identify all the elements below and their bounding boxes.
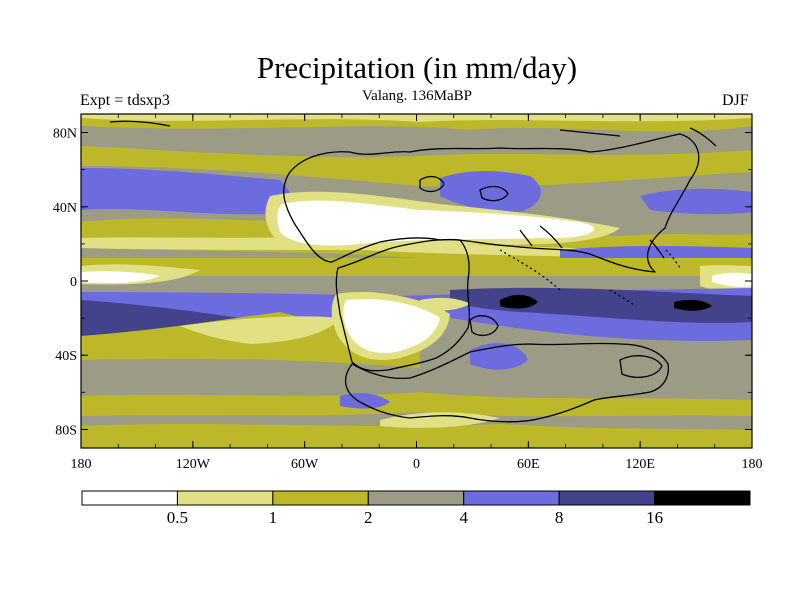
colorbar: 0.5 1 2 4 8 16	[81, 490, 751, 527]
plot-subtitle: Valang. 136MaBP	[362, 88, 472, 104]
colorbar-swatch	[272, 490, 369, 506]
x-tick-label: 0	[413, 457, 420, 472]
colorbar-label: 4	[459, 508, 468, 527]
season-label: DJF	[722, 92, 749, 109]
y-tick-label: 80N	[53, 127, 77, 142]
field-band-subtropical-south-pale	[180, 316, 340, 344]
y-axis: 80N 40N 0 40S 80S	[53, 127, 752, 438]
field-max-east	[674, 299, 712, 311]
coastline-arctic-fragment	[109, 120, 717, 147]
coastlines	[109, 120, 717, 423]
field-band-south-polar	[81, 424, 752, 448]
field-wet-north-east	[640, 188, 752, 215]
x-tick-label: 180	[742, 457, 763, 472]
field-max-central	[500, 294, 538, 309]
field-dry-south	[343, 298, 440, 354]
coastline-tethys-chain	[499, 249, 681, 307]
colorbar-label: 16	[646, 508, 663, 527]
coastline-north-islands-2	[479, 185, 509, 202]
colorbar-swatch	[176, 490, 274, 506]
x-axis: 180 120W 60W 0 60E 120E 180	[71, 114, 763, 472]
field-band-south-polar-pale	[380, 412, 500, 428]
coastline-india-patch	[469, 315, 499, 337]
field-wet-north-atlantic	[440, 171, 541, 213]
y-tick-label: 40N	[53, 201, 77, 216]
coastline-gondwana-africa	[335, 238, 471, 372]
experiment-label: Expt = tdsxp3	[80, 92, 170, 109]
colorbar-swatch	[367, 490, 465, 506]
field-band-equatorial-north	[81, 258, 752, 276]
y-tick-label: 80S	[55, 423, 77, 438]
colorbar-label: 1	[269, 508, 278, 527]
field-dry-north	[277, 200, 595, 246]
x-tick-label: 120W	[176, 457, 211, 472]
coastline-east-chain	[519, 225, 665, 259]
field-band-equatorial-white	[81, 271, 160, 284]
x-tick-label: 120E	[625, 457, 655, 472]
colorbar-swatch	[463, 490, 560, 506]
field-moist-south	[538, 343, 660, 380]
colorbar-label: 0.5	[167, 508, 188, 527]
field-wet-tropical-north-east	[560, 246, 752, 261]
precip-field	[81, 114, 752, 448]
y-tick-label: 0	[70, 275, 77, 290]
x-tick-label: 180	[71, 457, 92, 472]
field-band-north-mid	[81, 146, 752, 187]
coastline-gondwana-south	[344, 342, 670, 423]
field-itcz-core-west	[81, 300, 240, 338]
colorbar-label: 2	[364, 508, 373, 527]
coastline-north-islands	[419, 175, 445, 193]
plot-title: Precipitation (in mm/day)	[256, 50, 578, 85]
field-wet-north-pacific	[81, 168, 291, 215]
field-band-equatorial-east-white	[712, 272, 752, 287]
x-tick-label: 60E	[517, 457, 540, 472]
y-tick-label: 40S	[55, 349, 77, 364]
colorbar-swatch	[81, 490, 178, 506]
colorbar-swatch	[558, 490, 656, 506]
field-band-south-mid	[81, 392, 752, 417]
colorbar-swatch	[654, 490, 751, 506]
colorbar-label: 8	[555, 508, 564, 527]
x-tick-label: 60W	[291, 457, 319, 472]
coastline-laurasia	[283, 133, 700, 273]
coastline-australia-patch	[619, 355, 663, 378]
